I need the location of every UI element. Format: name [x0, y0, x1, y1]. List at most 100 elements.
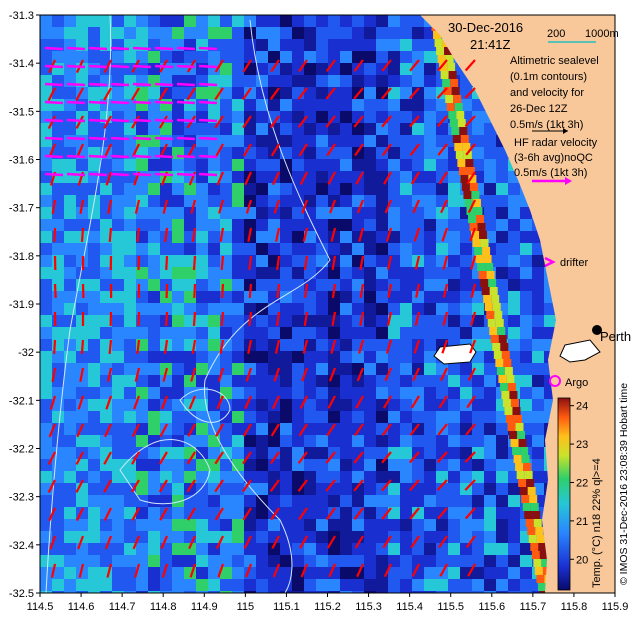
sst-cell — [520, 447, 529, 455]
sst-cell — [268, 543, 280, 555]
credit-text: © IMOS 31-Dec-2016 23:08:39 Hobart time — [618, 383, 630, 585]
sst-cell — [292, 135, 304, 147]
sst-cell — [532, 511, 541, 519]
sst-cell — [196, 15, 208, 27]
sst-cell — [520, 279, 532, 291]
alt-arrow — [78, 563, 85, 578]
sst-cell — [172, 471, 184, 483]
sst-cell — [328, 483, 340, 495]
sst-cell — [520, 255, 532, 267]
sst-cell — [364, 459, 376, 471]
sst-cell — [196, 519, 208, 531]
sst-cell — [112, 483, 124, 495]
sst-cell — [100, 363, 112, 375]
sst-cell — [304, 507, 316, 519]
sst-cell — [172, 51, 184, 63]
sst-cell — [479, 231, 488, 239]
sst-cell — [424, 459, 436, 471]
sst-cell — [527, 527, 536, 535]
sst-cell — [40, 51, 52, 63]
sst-cell — [484, 375, 496, 387]
sst-cell — [52, 411, 64, 423]
sst-cell — [424, 399, 436, 411]
sst-cell — [148, 375, 160, 387]
sst-cell — [472, 423, 484, 435]
alt-arrow — [53, 339, 57, 355]
sst-cell — [220, 435, 232, 447]
alt-arrow — [247, 227, 253, 242]
sst-cell — [232, 591, 244, 593]
sst-cell — [424, 171, 436, 183]
alt-arrow — [464, 451, 476, 463]
alt-arrow — [134, 199, 141, 214]
sst-cell — [521, 455, 530, 463]
sst-cell — [340, 195, 352, 207]
alt-arrow — [442, 311, 449, 326]
sst-cell — [496, 171, 508, 183]
sst-cell — [244, 219, 256, 231]
alt-arrow — [248, 283, 253, 299]
sst-cell — [520, 411, 532, 423]
alt-arrow — [381, 59, 392, 72]
alt-arrow — [467, 367, 476, 381]
sst-cell — [508, 519, 520, 531]
sst-cell — [112, 99, 124, 111]
sst-cell — [328, 15, 340, 27]
sst-cell — [292, 483, 304, 495]
alt-arrow — [158, 479, 168, 493]
sst-cell — [376, 375, 388, 387]
sst-cell — [472, 147, 484, 159]
sst-cell — [136, 303, 148, 315]
sst-cell — [160, 555, 172, 567]
sst-cell — [316, 375, 328, 387]
sst-cell — [196, 231, 208, 243]
sst-cell — [496, 531, 508, 543]
sst-cell — [520, 231, 532, 243]
alt-arrow — [215, 423, 224, 437]
sst-cell — [268, 591, 280, 593]
sst-cell — [292, 111, 304, 123]
sst-cell — [448, 243, 460, 255]
alt-arrow — [439, 563, 448, 577]
sst-cell — [40, 423, 52, 435]
alt-arrow — [303, 255, 309, 271]
sst-cell — [400, 507, 412, 519]
sst-cell — [448, 387, 460, 399]
sst-cell — [304, 459, 316, 471]
sst-cell — [292, 555, 304, 567]
sst-cell — [304, 243, 316, 255]
sst-cell — [472, 239, 481, 247]
sst-cell — [448, 255, 460, 267]
sst-cell — [148, 567, 160, 579]
sst-cell — [376, 279, 388, 291]
sst-cell — [472, 567, 484, 579]
sst-cell — [88, 207, 100, 219]
sst-cell — [520, 327, 532, 339]
sst-cell — [328, 243, 340, 255]
sst-cell — [496, 243, 508, 255]
sst-cell — [112, 423, 124, 435]
sst-cell — [316, 15, 328, 27]
alt-arrow — [271, 395, 280, 410]
alt-arrow — [217, 563, 225, 578]
sst-cell — [280, 555, 292, 567]
sst-cell — [340, 279, 352, 291]
sst-cell — [340, 387, 352, 399]
sst-cell — [196, 555, 208, 567]
sst-cell — [304, 543, 316, 555]
sst-cell — [340, 339, 352, 351]
sst-cell — [196, 243, 208, 255]
sst-cell — [208, 567, 220, 579]
sst-cell — [517, 431, 526, 439]
hf-arrow — [88, 154, 108, 159]
sst-cell — [40, 519, 52, 531]
sst-cell — [316, 135, 328, 147]
sst-cell — [476, 215, 484, 223]
sst-cell — [536, 535, 545, 543]
sst-cell — [172, 267, 184, 279]
sst-cell — [304, 159, 316, 171]
sst-cell — [400, 27, 412, 39]
sst-cell — [64, 51, 76, 63]
sst-cell — [520, 207, 532, 219]
sst-cell — [364, 411, 376, 423]
